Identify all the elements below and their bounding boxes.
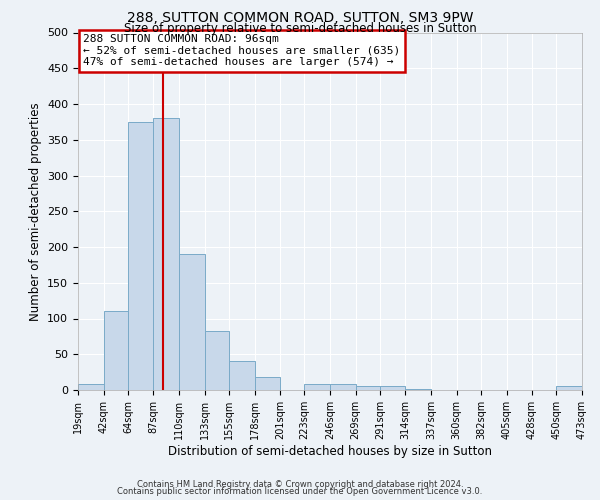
Bar [128,122,154,390]
Bar [556,386,582,390]
Bar [304,384,330,390]
Bar [356,386,380,390]
Text: Contains public sector information licensed under the Open Government Licence v3: Contains public sector information licen… [118,487,482,496]
Bar [380,386,406,390]
Bar [254,377,280,390]
Bar [154,118,179,390]
Text: Size of property relative to semi-detached houses in Sutton: Size of property relative to semi-detach… [124,22,476,35]
X-axis label: Distribution of semi-detached houses by size in Sutton: Distribution of semi-detached houses by … [168,444,492,458]
Text: 288, SUTTON COMMON ROAD, SUTTON, SM3 9PW: 288, SUTTON COMMON ROAD, SUTTON, SM3 9PW [127,11,473,25]
Bar [104,312,128,390]
Bar [179,254,205,390]
Bar [330,384,356,390]
Bar [205,330,229,390]
Text: 288 SUTTON COMMON ROAD: 96sqm
← 52% of semi-detached houses are smaller (635)
47: 288 SUTTON COMMON ROAD: 96sqm ← 52% of s… [83,34,400,68]
Bar [78,384,104,390]
Text: Contains HM Land Registry data © Crown copyright and database right 2024.: Contains HM Land Registry data © Crown c… [137,480,463,489]
Y-axis label: Number of semi-detached properties: Number of semi-detached properties [29,102,41,320]
Bar [229,362,254,390]
